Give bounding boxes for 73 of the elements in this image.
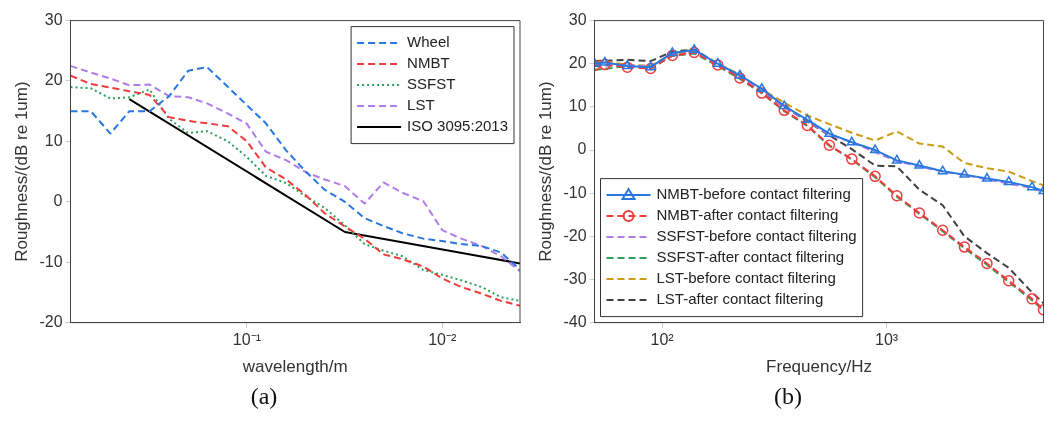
legend-label: SSFST-before contact filtering <box>656 227 857 245</box>
point <box>644 62 657 75</box>
y-tick-label: -10 <box>563 183 587 201</box>
legend-label: LST <box>407 96 435 114</box>
point <box>734 72 746 84</box>
legend-label: ISO 3095:2013 <box>407 117 509 135</box>
y-tick-label: 30 <box>44 11 63 29</box>
point <box>869 170 881 183</box>
text: (a) <box>250 382 278 409</box>
legend-label: NMBT-before contact filtering <box>656 185 851 203</box>
point <box>734 69 745 79</box>
point <box>756 87 768 99</box>
y-tick-label: 20 <box>44 71 63 89</box>
x-tick-label: 10⁻¹ <box>232 330 261 348</box>
point <box>936 224 949 237</box>
y-tick-label: -20 <box>563 226 587 244</box>
point <box>779 100 790 110</box>
point <box>1002 275 1015 287</box>
point <box>914 159 925 169</box>
point <box>802 114 813 124</box>
point <box>846 153 858 165</box>
point <box>1026 293 1038 305</box>
point <box>870 144 881 154</box>
point <box>599 58 611 71</box>
y-tick-label: 10 <box>44 131 63 149</box>
point <box>756 83 767 93</box>
y-tick-label: 0 <box>577 140 587 158</box>
text: (b) <box>774 382 802 409</box>
point <box>824 127 835 137</box>
point <box>778 104 790 117</box>
point <box>667 47 678 57</box>
point <box>645 61 656 71</box>
legend-label: NMBT <box>407 54 450 72</box>
legend-label: LST-before contact filtering <box>656 269 836 287</box>
point <box>959 168 970 178</box>
point <box>801 119 814 132</box>
y-tick-label: -30 <box>563 269 587 287</box>
y-tick-label: -20 <box>39 313 63 331</box>
point <box>958 241 971 253</box>
point <box>666 49 679 62</box>
x-tick-label: 10⁻² <box>428 330 457 348</box>
legend-label: NMBT-after contact filtering <box>656 206 839 224</box>
point <box>689 44 700 54</box>
y-tick-label: -40 <box>563 313 587 331</box>
point <box>1003 176 1014 186</box>
y-tick-label: 20 <box>568 54 587 72</box>
point <box>846 136 857 146</box>
y-axis-title: Roughness/(dB re 1um) <box>535 81 555 262</box>
x-axis-title: wavelength/m <box>241 356 348 376</box>
x-axis-title: Frequency/Hz <box>766 356 872 376</box>
y-tick-label: 10 <box>568 97 587 115</box>
x-tick-label: 10³ <box>875 330 899 348</box>
point <box>712 59 724 71</box>
point <box>981 172 993 182</box>
y-tick-label: 0 <box>53 192 63 210</box>
y-axis-title: Roughness/(dB re 1um) <box>11 81 31 262</box>
legend-label: SSFST-after contact filtering <box>656 248 845 266</box>
y-tick-label: 30 <box>568 11 587 29</box>
point <box>688 46 700 59</box>
legend-label: Wheel <box>407 33 450 51</box>
point <box>823 139 836 152</box>
point <box>891 190 903 202</box>
point <box>913 207 926 219</box>
point <box>1026 181 1038 191</box>
legend-label: LST-after contact filtering <box>656 290 824 308</box>
y-tick-label: -10 <box>39 252 63 270</box>
point <box>891 154 902 164</box>
point <box>937 165 948 175</box>
point <box>981 257 993 270</box>
legend-label: SSFST <box>407 75 456 93</box>
x-tick-label: 10² <box>650 330 675 348</box>
point <box>712 57 723 67</box>
point <box>599 56 610 66</box>
